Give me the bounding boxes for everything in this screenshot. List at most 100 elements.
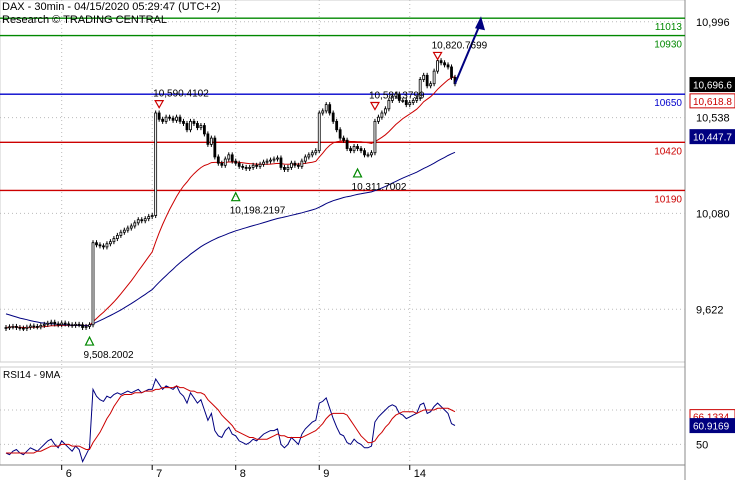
candle-body [262,161,265,165]
candle-body [126,227,130,231]
candle-body [251,164,255,168]
level-label: 10190 [654,194,682,205]
candle-body [133,222,137,227]
candle-body [140,219,144,222]
candle-body [303,156,307,162]
candle-body [209,137,213,145]
candle-body [164,116,168,122]
candle-body [324,104,328,112]
candle-body [450,66,453,78]
candle-body [171,117,175,121]
price-panel-frame [0,0,686,363]
candle-body [356,146,359,149]
peak-label: 10,820.7699 [432,40,488,51]
projection-arrow-line [454,23,481,85]
candle-body [105,243,109,248]
level-label: 10650 [654,98,682,109]
candle-body [276,157,279,160]
rsi-panel-title: RSI14 - 9MA [3,370,61,381]
candle-body [168,116,171,119]
candle-body [109,241,112,245]
time-tick-label: 9 [323,468,329,480]
candle-body [255,164,259,167]
price-tick-label: 10,080 [696,208,730,220]
peak-label: 10,581.3799 [369,91,425,102]
trough-marker [84,335,95,346]
candle-body [335,120,339,131]
level-label: 11013 [655,22,683,33]
time-tick-label: 14 [414,468,426,480]
sma-line-slow [5,151,456,327]
chart-title: DAX - 30min - 04/15/2020 05:29:47 (UTC+2… [2,1,221,13]
candle-body [223,158,227,166]
candle-body [53,321,57,325]
candle-body [112,238,116,243]
level-label: 10930 [654,40,682,51]
candle-body [349,148,352,152]
candle-body [81,324,84,328]
price-tick-label: 10,996 [696,17,730,29]
candle-body [63,322,67,325]
candle-body [220,162,224,166]
price-tag-box [689,129,735,145]
candle-body [42,323,46,326]
candle-body [429,83,433,87]
peak-label: 10,590.4102 [153,89,209,100]
candle-body [129,225,133,229]
price-tag-box [689,77,735,93]
candle-body [216,156,220,164]
candle-body [147,216,151,220]
candle-body [345,139,349,149]
price-tag-label: 10,447.7 [693,133,732,144]
candle-body [439,60,443,64]
candle-body [213,137,217,158]
candle-body [307,154,311,158]
candle-body [248,166,252,169]
sma-line-fast [5,76,456,328]
candle-body [230,154,234,162]
candle-body [206,133,210,145]
rsi-tick-label: 50 [696,439,708,451]
candle-body [408,102,412,106]
candle-body [91,242,95,326]
candle-body [404,100,408,106]
peak-marker [369,101,380,111]
candle-body [122,229,126,233]
candle-body [202,125,206,135]
candle-body [95,242,98,246]
rsi-line-rsi14 [5,377,456,463]
chart-credit: Research © TRADING CENTRAL [2,14,167,26]
candle-body [67,323,71,326]
candle-body [317,112,321,152]
candle-body [161,118,165,122]
candle-body [60,322,64,326]
candle-body [300,160,304,167]
price-tag-label: 10,618.8 [693,97,732,108]
trough-label: 10,311.7002 [352,182,407,193]
candle-body [241,165,245,168]
candle-body [380,112,384,118]
candle-body [28,325,32,328]
candle-body [359,148,363,152]
trough-marker [352,167,363,178]
candle-body [342,137,346,141]
candle-body [425,74,429,87]
candle-body [265,160,269,163]
candle-body [11,326,15,328]
candle-body [286,166,290,170]
candle-body [310,152,314,156]
candle-body [234,160,238,164]
candle-body [394,93,398,97]
candle-body [18,327,22,329]
candle-body [366,154,370,157]
candle-body [25,326,29,329]
candle-body [446,64,450,68]
peak-marker [154,100,165,109]
candle-body [196,123,199,129]
candle-body [32,325,36,328]
candle-body [383,108,387,114]
candle-body [227,154,231,160]
candle-body [363,150,366,156]
candle-body [150,215,154,217]
candle-body [422,74,426,80]
